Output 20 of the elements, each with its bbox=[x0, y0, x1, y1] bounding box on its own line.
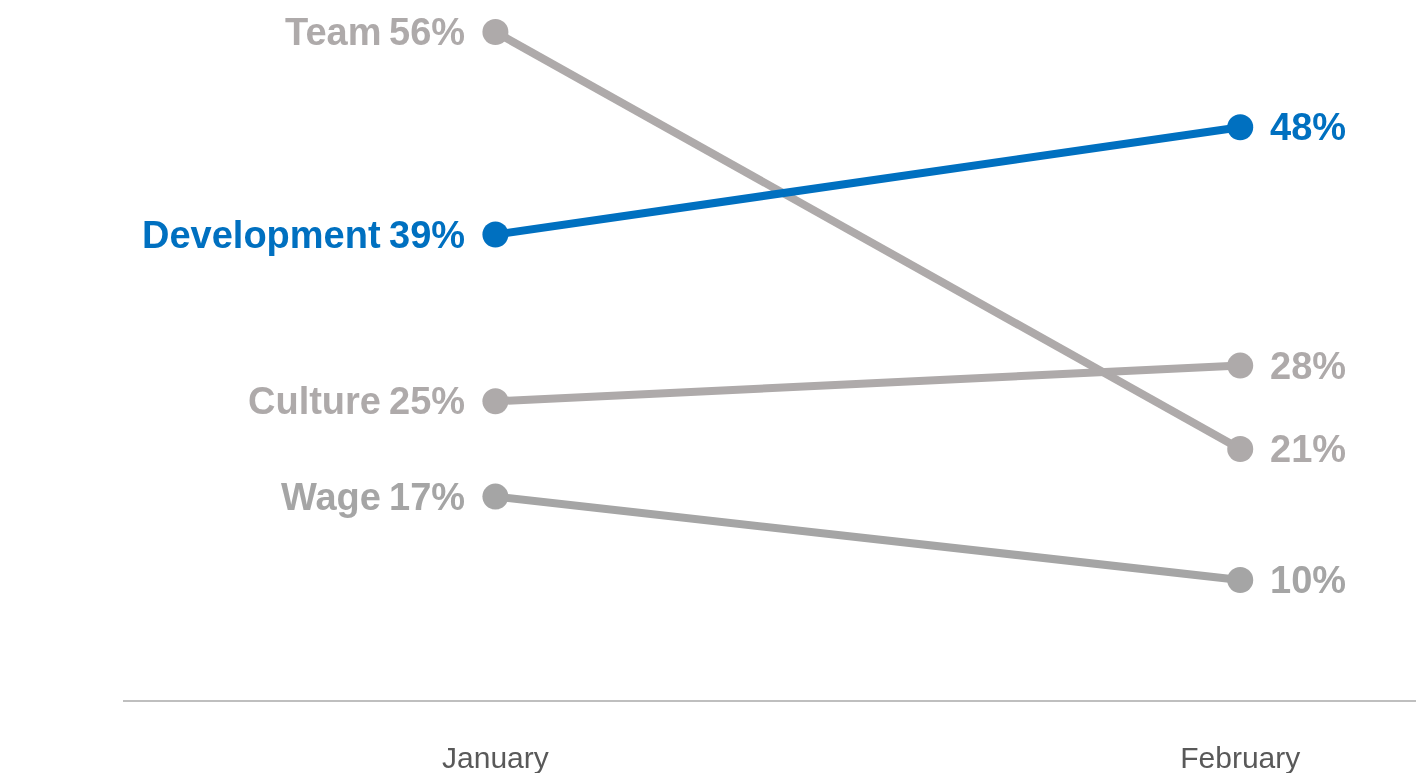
data-label: 48% bbox=[1270, 106, 1347, 148]
point bbox=[482, 388, 509, 415]
text: Wage bbox=[281, 476, 381, 518]
point bbox=[482, 483, 509, 510]
data-label: 56% bbox=[389, 11, 466, 53]
data-label: 28% bbox=[1270, 345, 1347, 387]
data-label: 39% bbox=[389, 214, 466, 256]
point bbox=[482, 19, 509, 45]
point bbox=[482, 221, 509, 248]
point bbox=[1227, 435, 1254, 462]
point bbox=[1227, 114, 1254, 141]
data-label: 25% bbox=[389, 380, 466, 422]
text: Team bbox=[285, 11, 382, 53]
text: Development bbox=[142, 214, 381, 256]
point bbox=[1227, 352, 1254, 379]
point bbox=[1227, 567, 1254, 593]
text: Culture bbox=[248, 380, 381, 422]
data-label: 17% bbox=[389, 476, 466, 518]
data-label: 10% bbox=[1270, 559, 1347, 601]
data-label: 21% bbox=[1270, 428, 1347, 470]
